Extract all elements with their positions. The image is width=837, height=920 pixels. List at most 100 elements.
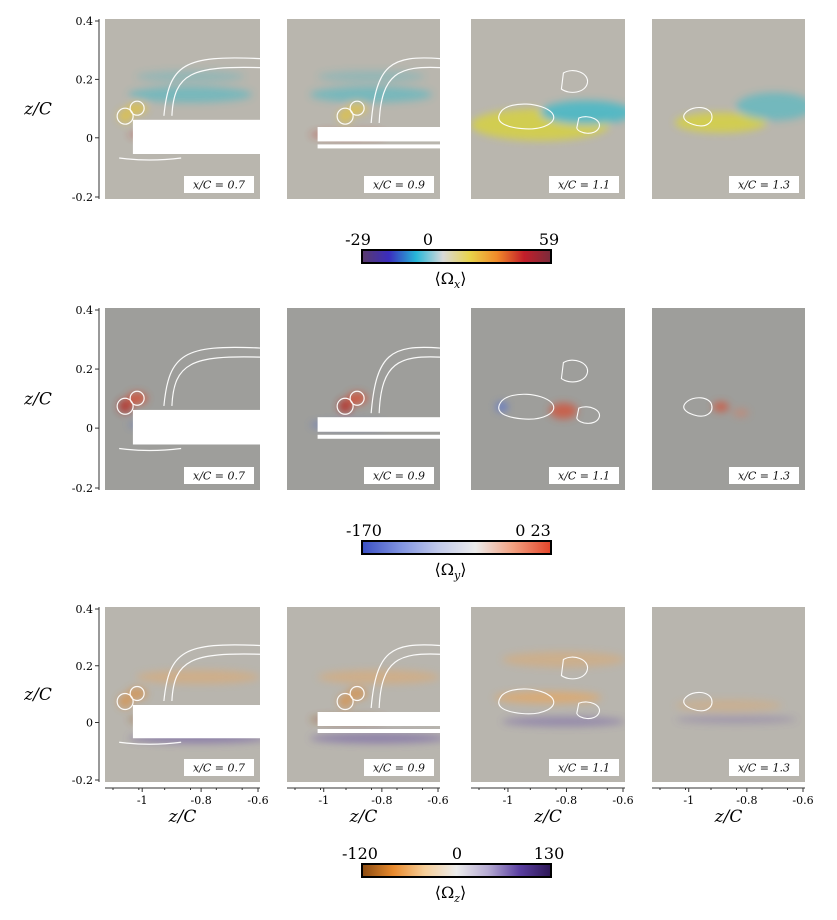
vorticity-field: [471, 100, 625, 141]
x-tick-label: -0.6: [427, 794, 448, 807]
panel-label: x/C = 1.3: [738, 470, 790, 483]
q-criterion-contours: [683, 691, 713, 712]
colorbar-tick-label: 0: [423, 230, 433, 249]
y-tick-label: -0.2: [72, 774, 93, 787]
q-criterion-contours: [683, 397, 713, 417]
colorbar-tick-label: 130: [534, 844, 565, 863]
y-tick-label: -0.2: [72, 191, 93, 204]
panel-label-box: [184, 759, 254, 776]
panel-label-box: [184, 176, 254, 193]
panel-label: x/C = 0.9: [373, 762, 425, 775]
y-axis-r2: 0.4 0.2 0 -0.2 z/C: [23, 304, 100, 495]
colorbar-label: ⟨Ωy⟩: [435, 560, 467, 582]
vorticity-field: [674, 92, 805, 133]
panel-r1-c2: x/C = 0.9: [287, 19, 440, 199]
colorbar-gradient: [361, 249, 552, 264]
panel-r3-c4: x/C = 1.3: [652, 607, 805, 782]
y-tick-label: 0: [86, 717, 93, 730]
x-tick-label: -1: [683, 794, 694, 807]
colorbar-tick-label: -29: [345, 230, 371, 249]
x-tick-label: -0.6: [247, 794, 268, 807]
y-axis-r3: 0.4 0.2 0 -0.2 z/C: [23, 603, 100, 787]
x-tick-label: -0.8: [736, 794, 757, 807]
x-tick-label: -0.6: [792, 794, 813, 807]
q-criterion-contours: [336, 57, 440, 148]
q-criterion-contours: [116, 644, 260, 745]
panel-label: x/C = 1.1: [558, 470, 610, 483]
panel-label-box: [549, 467, 619, 484]
panel-label: x/C = 0.9: [373, 470, 425, 483]
airfoil-section: [317, 127, 440, 142]
panel-label: x/C = 0.7: [193, 179, 245, 192]
y-tick-label: 0.4: [76, 15, 94, 28]
airfoil-section: [317, 417, 440, 432]
x-axis-panel-4: -1 -0.8 -0.6 z/C: [652, 787, 814, 827]
y-tick-label: 0: [86, 422, 93, 435]
q-criterion-contours: [116, 346, 260, 452]
panel-background: [471, 308, 625, 490]
panel-label: x/C = 1.1: [558, 762, 610, 775]
colorbar-tick-label: -120: [342, 844, 378, 863]
airfoil-section: [317, 712, 440, 726]
y-tick-label: -0.2: [72, 482, 93, 495]
panel-label-box: [729, 176, 799, 193]
panel-r2-c1: x/C = 0.7: [105, 308, 260, 490]
y-axis-label: z/C: [23, 685, 52, 705]
x-tick-label: -1: [318, 794, 329, 807]
panel-label: x/C = 1.3: [738, 762, 790, 775]
y-tick-label: 0.4: [76, 603, 94, 616]
x-axis-label: z/C: [714, 807, 743, 827]
x-axis-panel-3: -1 -0.8 -0.6 z/C: [471, 787, 634, 827]
panel-r1-c4: x/C = 1.3: [652, 19, 805, 199]
vorticity-field: [712, 401, 749, 417]
panel-r2-c2: x/C = 0.9: [287, 308, 440, 490]
airfoil-section: [132, 119, 260, 154]
colorbar-gradient: [361, 540, 552, 555]
vorticity-field: [118, 70, 253, 139]
x-axis-label: z/C: [533, 807, 562, 827]
panel-r3-c3: x/C = 1.1: [471, 607, 625, 782]
panel-label-box: [729, 759, 799, 776]
x-tick-label: -0.8: [190, 794, 211, 807]
x-axis-panel-2: -1 -0.8 -0.6 z/C: [287, 787, 449, 827]
q-criterion-contours: [336, 346, 440, 439]
x-tick-label: -0.8: [556, 794, 577, 807]
airfoil-section: [317, 434, 440, 439]
colorbar-tick-label: -170: [346, 521, 382, 540]
panel-label: x/C = 1.3: [738, 179, 790, 192]
x-tick-label: -1: [503, 794, 514, 807]
airfoil-section: [317, 729, 440, 733]
panel-label-box: [364, 467, 434, 484]
q-criterion-contours: [116, 57, 260, 161]
x-tick-label: -0.6: [612, 794, 633, 807]
y-tick-label: 0.4: [76, 304, 94, 317]
panel-r2-c3: x/C = 1.1: [471, 308, 625, 490]
x-axis-label: z/C: [168, 807, 197, 827]
q-criterion-contours: [683, 107, 713, 127]
colorbar-label: ⟨Ωz⟩: [435, 883, 467, 905]
x-tick-label: -0.8: [371, 794, 392, 807]
panel-background: [652, 308, 805, 490]
colorbar-r1: -29 0 59 ⟨Ωx⟩: [345, 230, 559, 291]
colorbar-tick-label: 0: [452, 844, 462, 863]
panel-label-box: [549, 176, 619, 193]
q-criterion-contours: [336, 644, 440, 733]
colorbar-tick-label: 59: [539, 230, 559, 249]
panel-label-box: [729, 467, 799, 484]
airfoil-section: [317, 144, 440, 149]
y-axis-label: z/C: [23, 389, 52, 409]
colorbar-tick-label: 0 23: [515, 521, 551, 540]
airfoil-section: [132, 409, 260, 445]
colorbar-gradient: [361, 863, 552, 878]
panel-label-box: [184, 467, 254, 484]
panel-label-box: [364, 176, 434, 193]
vorticity-field: [674, 699, 798, 724]
panel-background: [652, 607, 805, 782]
colorbar-r3: -120 0 130 ⟨Ωz⟩: [342, 844, 564, 905]
x-axis-panel-1: -1 -0.8 -0.6 z/C: [105, 787, 269, 827]
y-tick-label: 0.2: [76, 73, 94, 86]
x-tick-label: -1: [137, 794, 148, 807]
panel-label: x/C = 0.9: [373, 179, 425, 192]
panel-label: x/C = 1.1: [558, 179, 610, 192]
